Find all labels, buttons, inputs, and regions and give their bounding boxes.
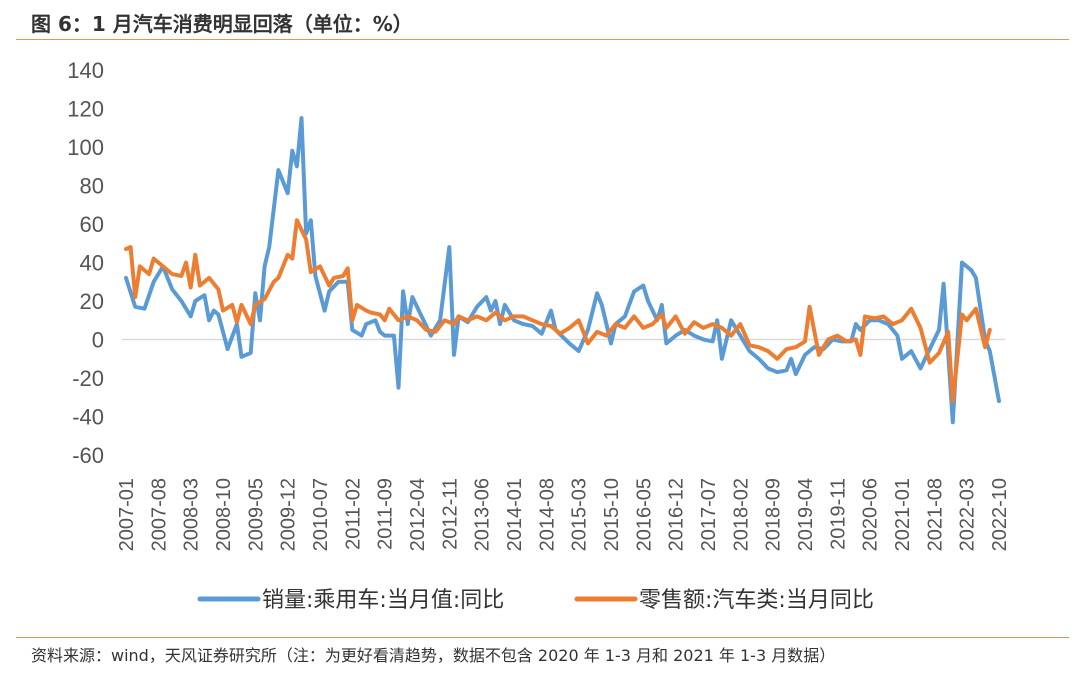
x-tick-label: 2022-10 [989, 478, 1011, 551]
x-tick-label: 2011-09 [375, 478, 397, 550]
source-note: 资料来源：wind，天风证券研究所（注：为更好看清趋势，数据不包含 2020 年… [31, 646, 836, 665]
x-tick-label: 2021-01 [892, 478, 914, 551]
y-tick-label: -60 [72, 443, 104, 468]
x-tick-label: 2007-01 [116, 478, 138, 551]
x-tick-label: 2007-08 [148, 478, 170, 551]
y-tick-label: -40 [72, 405, 104, 430]
legend-label-1: 销量:乘用车:当月值:同比 [262, 588, 504, 613]
x-tick-label: 2008-10 [213, 478, 235, 551]
x-tick-label: 2014-08 [536, 478, 558, 551]
y-tick-label: 40 [80, 251, 104, 276]
x-tick-label: 2015-10 [601, 478, 623, 551]
x-tick-label: 2018-02 [730, 478, 752, 551]
y-tick-label: 0 [92, 328, 104, 353]
title-divider [16, 39, 1069, 40]
x-tick-label: 2012-04 [407, 478, 429, 551]
series-line-1 [124, 116, 1001, 425]
y-tick-label: 60 [80, 212, 104, 237]
x-tick-label: 2022-03 [957, 478, 979, 551]
x-tick-label: 2009-12 [278, 478, 300, 551]
x-tick-label: 2014-01 [504, 478, 526, 551]
x-tick-label: 2018-09 [763, 478, 785, 551]
x-tick-label: 2019-11 [827, 478, 849, 550]
y-tick-label: 140 [67, 58, 104, 83]
y-tick-label: 80 [80, 174, 104, 199]
y-tick-label: 100 [67, 135, 104, 160]
y-tick-label: 20 [80, 289, 104, 314]
source-divider [16, 637, 1069, 638]
x-tick-label: 2010-07 [310, 478, 332, 551]
series-line-2 [124, 218, 992, 404]
x-tick-label: 2013-06 [472, 478, 494, 551]
x-tick-label: 2009-05 [245, 478, 267, 551]
x-tick-label: 2017-07 [698, 478, 720, 551]
legend-label-2: 零售额:汽车类:当月同比 [639, 588, 874, 613]
figure-title: 图 6：1 月汽车消费明显回落（单位：%） [31, 12, 413, 36]
y-tick-label: -20 [72, 366, 104, 391]
x-tick-label: 2016-12 [666, 478, 688, 551]
x-tick-label: 2020-06 [860, 478, 882, 551]
x-tick-label: 2015-03 [569, 478, 591, 551]
plot-area [122, 116, 1005, 425]
x-axis: 2007-01 2007-08 2008-03 2008-10 2009-05 2009-… [116, 478, 1011, 551]
x-tick-label: 2011-02 [342, 478, 364, 550]
y-tick-label: 120 [67, 97, 104, 122]
x-tick-label: 2016-05 [633, 478, 655, 551]
x-tick-label: 2019-04 [795, 478, 817, 551]
y-axis: 140 120 100 80 60 40 20 0 -20 -40 -60 [67, 58, 104, 468]
x-tick-label: 2008-03 [181, 478, 203, 551]
legend: 销量:乘用车:当月值:同比 零售额:汽车类:当月同比 [197, 588, 874, 613]
x-tick-label: 2012-11 [439, 478, 461, 550]
x-tick-label: 2021-08 [924, 478, 946, 551]
